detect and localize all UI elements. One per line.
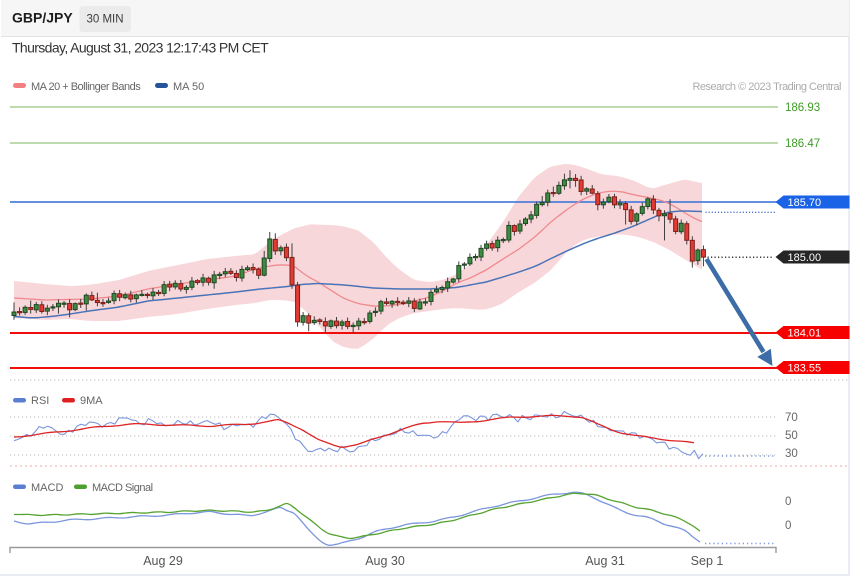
svg-text:GBP/JPY: GBP/JPY [12,10,73,26]
svg-text:MA 20 + Bollinger Bands: MA 20 + Bollinger Bands [31,81,141,93]
svg-text:0: 0 [785,520,791,532]
svg-text:RSI: RSI [31,395,49,407]
svg-text:186.93: 186.93 [785,102,820,114]
svg-text:30 MIN: 30 MIN [86,14,123,26]
svg-text:MACD Signal: MACD Signal [92,482,153,494]
svg-text:70: 70 [785,412,798,424]
svg-text:185.70: 185.70 [788,197,822,209]
svg-text:MA 50: MA 50 [173,81,204,93]
svg-text:184.01: 184.01 [788,328,822,340]
svg-text:Aug 31: Aug 31 [585,554,625,568]
svg-text:183.55: 183.55 [788,363,822,375]
svg-text:Research © 2023 Trading Centra: Research © 2023 Trading Central [692,81,841,93]
svg-text:Aug 30: Aug 30 [365,554,405,568]
svg-text:Aug 29: Aug 29 [143,554,183,568]
svg-text:50: 50 [785,430,798,442]
svg-text:185.00: 185.00 [788,252,822,264]
svg-text:0: 0 [785,496,791,508]
svg-text:9MA: 9MA [80,395,103,407]
svg-text:MACD: MACD [31,482,63,494]
svg-text:Thursday, August 31, 2023 12:1: Thursday, August 31, 2023 12:17:43 PM CE… [12,40,269,56]
svg-text:186.47: 186.47 [785,138,820,150]
svg-text:30: 30 [785,448,798,460]
svg-text:Sep 1: Sep 1 [691,554,724,568]
